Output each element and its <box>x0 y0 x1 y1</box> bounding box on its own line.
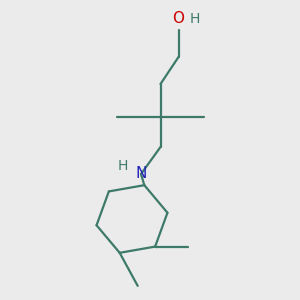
Text: O: O <box>172 11 184 26</box>
Text: N: N <box>135 167 147 182</box>
Text: H: H <box>190 12 200 26</box>
Text: H: H <box>118 160 128 173</box>
